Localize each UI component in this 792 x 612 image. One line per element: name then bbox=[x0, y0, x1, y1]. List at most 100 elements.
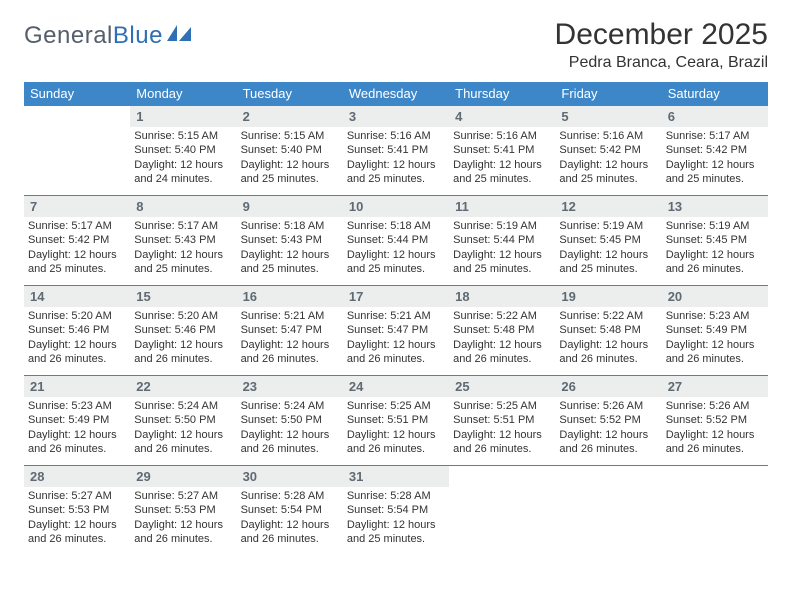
sunset-text: Sunset: 5:46 PM bbox=[28, 323, 126, 337]
sunset-text: Sunset: 5:42 PM bbox=[666, 143, 764, 157]
cell-body: Sunrise: 5:16 AMSunset: 5:41 PMDaylight:… bbox=[449, 127, 555, 192]
day-number: 18 bbox=[449, 286, 555, 307]
sunset-text: Sunset: 5:47 PM bbox=[241, 323, 339, 337]
sunrise-text: Sunrise: 5:24 AM bbox=[134, 399, 232, 413]
cell-body: Sunrise: 5:28 AMSunset: 5:54 PMDaylight:… bbox=[237, 487, 343, 552]
day-number: 9 bbox=[237, 196, 343, 217]
sunset-text: Sunset: 5:50 PM bbox=[134, 413, 232, 427]
sunset-text: Sunset: 5:50 PM bbox=[241, 413, 339, 427]
sunset-text: Sunset: 5:47 PM bbox=[347, 323, 445, 337]
day-number: 3 bbox=[343, 106, 449, 127]
calendar-cell: 19Sunrise: 5:22 AMSunset: 5:48 PMDayligh… bbox=[555, 286, 661, 376]
calendar-cell: 23 Sunrise: 5:24 AMSunset: 5:50 PMDayligh… bbox=[237, 376, 343, 466]
day-number: 10 bbox=[343, 196, 449, 217]
sunset-text: Sunset: 5:51 PM bbox=[347, 413, 445, 427]
sunrise-text: Sunrise: 5:28 AM bbox=[241, 489, 339, 503]
daylight-text: Daylight: 12 hours and 26 minutes. bbox=[241, 428, 339, 457]
day-number: 25 bbox=[449, 376, 555, 397]
cell-body: Sunrise: 5:17 AMSunset: 5:42 PMDaylight:… bbox=[24, 217, 130, 282]
sunrise-text: Sunrise: 5:15 AM bbox=[134, 129, 232, 143]
cell-body: Sunrise: 5:17 AMSunset: 5:43 PMDaylight:… bbox=[130, 217, 236, 282]
cell-body: Sunrise: 5:19 AMSunset: 5:45 PMDaylight:… bbox=[555, 217, 661, 282]
sunset-text: Sunset: 5:54 PM bbox=[347, 503, 445, 517]
daylight-text: Daylight: 12 hours and 25 minutes. bbox=[559, 158, 657, 187]
calendar-cell bbox=[662, 466, 768, 556]
day-number: 4 bbox=[449, 106, 555, 127]
day-number: 19 bbox=[555, 286, 661, 307]
cell-body: Sunrise: 5:27 AMSunset: 5:53 PMDaylight:… bbox=[24, 487, 130, 552]
calendar-cell: 29Sunrise: 5:27 AMSunset: 5:53 PMDayligh… bbox=[130, 466, 236, 556]
sunrise-text: Sunrise: 5:27 AM bbox=[134, 489, 232, 503]
sunset-text: Sunset: 5:44 PM bbox=[453, 233, 551, 247]
sunrise-text: Sunrise: 5:21 AM bbox=[347, 309, 445, 323]
calendar-cell: 16Sunrise: 5:21 AMSunset: 5:47 PMDayligh… bbox=[237, 286, 343, 376]
day-number: 7 bbox=[24, 196, 130, 217]
calendar-cell: 4Sunrise: 5:16 AMSunset: 5:41 PMDaylight… bbox=[449, 106, 555, 196]
daylight-text: Daylight: 12 hours and 26 minutes. bbox=[28, 518, 126, 547]
cell-body: Sunrise: 5:26 AMSunset: 5:52 PMDaylight:… bbox=[555, 397, 661, 462]
sunset-text: Sunset: 5:51 PM bbox=[453, 413, 551, 427]
sunset-text: Sunset: 5:53 PM bbox=[28, 503, 126, 517]
day-number: 30 bbox=[237, 466, 343, 487]
sunset-text: Sunset: 5:52 PM bbox=[559, 413, 657, 427]
calendar-cell: 5Sunrise: 5:16 AMSunset: 5:42 PMDaylight… bbox=[555, 106, 661, 196]
daylight-text: Daylight: 12 hours and 26 minutes. bbox=[559, 428, 657, 457]
sunrise-text: Sunrise: 5:22 AM bbox=[453, 309, 551, 323]
cell-body: Sunrise: 5:18 AMSunset: 5:44 PMDaylight:… bbox=[343, 217, 449, 282]
cell-body: Sunrise: 5:25 AMSunset: 5:51 PMDaylight:… bbox=[449, 397, 555, 462]
day-number bbox=[662, 466, 768, 472]
sunset-text: Sunset: 5:40 PM bbox=[241, 143, 339, 157]
sunrise-text: Sunrise: 5:18 AM bbox=[347, 219, 445, 233]
sunset-text: Sunset: 5:49 PM bbox=[666, 323, 764, 337]
sunset-text: Sunset: 5:45 PM bbox=[559, 233, 657, 247]
weekday-header: Sunday bbox=[24, 82, 130, 106]
weekday-header-row: Sunday Monday Tuesday Wednesday Thursday… bbox=[24, 82, 768, 106]
daylight-text: Daylight: 12 hours and 26 minutes. bbox=[559, 338, 657, 367]
day-number: 14 bbox=[24, 286, 130, 307]
calendar-week-row: 7Sunrise: 5:17 AMSunset: 5:42 PMDaylight… bbox=[24, 196, 768, 286]
calendar-cell: 1Sunrise: 5:15 AMSunset: 5:40 PMDaylight… bbox=[130, 106, 236, 196]
sunrise-text: Sunrise: 5:23 AM bbox=[666, 309, 764, 323]
daylight-text: Daylight: 12 hours and 24 minutes. bbox=[134, 158, 232, 187]
daylight-text: Daylight: 12 hours and 25 minutes. bbox=[241, 158, 339, 187]
logo-sail-icon bbox=[167, 22, 193, 50]
sunset-text: Sunset: 5:43 PM bbox=[134, 233, 232, 247]
sunrise-text: Sunrise: 5:20 AM bbox=[134, 309, 232, 323]
daylight-text: Daylight: 12 hours and 25 minutes. bbox=[134, 248, 232, 277]
sunrise-text: Sunrise: 5:24 AM bbox=[241, 399, 339, 413]
sunrise-text: Sunrise: 5:16 AM bbox=[347, 129, 445, 143]
cell-body: Sunrise: 5:18 AMSunset: 5:43 PMDaylight:… bbox=[237, 217, 343, 282]
sunset-text: Sunset: 5:40 PM bbox=[134, 143, 232, 157]
daylight-text: Daylight: 12 hours and 26 minutes. bbox=[453, 428, 551, 457]
cell-body: Sunrise: 5:23 AMSunset: 5:49 PMDaylight:… bbox=[662, 307, 768, 372]
sunrise-text: Sunrise: 5:26 AM bbox=[666, 399, 764, 413]
cell-body: Sunrise: 5:28 AMSunset: 5:54 PMDaylight:… bbox=[343, 487, 449, 552]
cell-body: Sunrise: 5:19 AMSunset: 5:44 PMDaylight:… bbox=[449, 217, 555, 282]
cell-body: Sunrise: 5:20 AMSunset: 5:46 PMDaylight:… bbox=[130, 307, 236, 372]
sunrise-text: Sunrise: 5:15 AM bbox=[241, 129, 339, 143]
day-number: 15 bbox=[130, 286, 236, 307]
calendar-cell: 7Sunrise: 5:17 AMSunset: 5:42 PMDaylight… bbox=[24, 196, 130, 286]
sunset-text: Sunset: 5:42 PM bbox=[559, 143, 657, 157]
calendar-cell: 9Sunrise: 5:18 AMSunset: 5:43 PMDaylight… bbox=[237, 196, 343, 286]
cell-body: Sunrise: 5:27 AMSunset: 5:53 PMDaylight:… bbox=[130, 487, 236, 552]
calendar-cell bbox=[24, 106, 130, 196]
weekday-header: Friday bbox=[555, 82, 661, 106]
calendar-week-row: 28Sunrise: 5:27 AMSunset: 5:53 PMDayligh… bbox=[24, 466, 768, 556]
day-number: 23 bbox=[237, 376, 343, 397]
calendar-week-row: 1Sunrise: 5:15 AMSunset: 5:40 PMDaylight… bbox=[24, 106, 768, 196]
daylight-text: Daylight: 12 hours and 26 minutes. bbox=[666, 338, 764, 367]
calendar-body: 1Sunrise: 5:15 AMSunset: 5:40 PMDaylight… bbox=[24, 106, 768, 556]
sunset-text: Sunset: 5:44 PM bbox=[347, 233, 445, 247]
logo-text-a: General bbox=[24, 22, 113, 50]
daylight-text: Daylight: 12 hours and 25 minutes. bbox=[28, 248, 126, 277]
cell-body: Sunrise: 5:15 AMSunset: 5:40 PMDaylight:… bbox=[237, 127, 343, 192]
day-number: 17 bbox=[343, 286, 449, 307]
calendar-cell bbox=[555, 466, 661, 556]
sunset-text: Sunset: 5:48 PM bbox=[453, 323, 551, 337]
calendar-week-row: 14Sunrise: 5:20 AMSunset: 5:46 PMDayligh… bbox=[24, 286, 768, 376]
daylight-text: Daylight: 12 hours and 25 minutes. bbox=[347, 518, 445, 547]
sunrise-text: Sunrise: 5:27 AM bbox=[28, 489, 126, 503]
daylight-text: Daylight: 12 hours and 25 minutes. bbox=[241, 248, 339, 277]
month-title: December 2025 bbox=[555, 18, 768, 52]
